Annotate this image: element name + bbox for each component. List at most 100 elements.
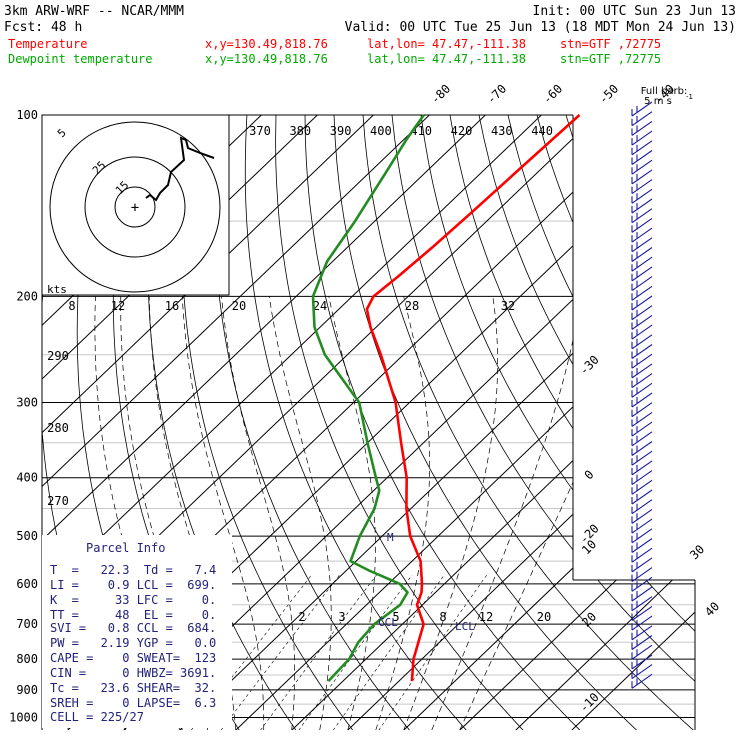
parcel-info-panel: Parcel Info T = 22.3 Td = 7.4 LI = 0.9 L… <box>42 535 232 728</box>
mixing-ratio-line <box>298 574 413 730</box>
wind-barb <box>631 654 653 670</box>
wind-barb <box>631 334 653 350</box>
isotherm-label: -60 <box>540 82 565 107</box>
theta-top-label: 420 <box>451 124 473 138</box>
wind-barb <box>631 421 653 437</box>
mixing-ratio-label-lower: 2 <box>298 610 305 624</box>
mixing-ratio-line <box>378 574 488 730</box>
hodograph-ring <box>49 121 221 293</box>
wind-barb <box>631 402 653 418</box>
barb-legend: Full barb: 5 m s -1 <box>641 86 693 107</box>
wind-barb <box>631 392 653 408</box>
temperature-station: stn=GTF ,72775 <box>560 37 661 51</box>
isotherm-label: -80 <box>428 82 453 107</box>
isotherm-label: 0 <box>582 467 597 482</box>
sounding-profiles: CCL LCL M <box>311 114 581 682</box>
valid-time: Valid: 00 UTC Tue 25 Jun 13 (18 MDT Mon … <box>345 20 736 35</box>
barb-legend-unit-sup: -1 <box>686 93 693 101</box>
dry-adiabat <box>275 115 524 730</box>
dry-adiabat <box>642 115 695 730</box>
pressure-tick-label: 1000 <box>9 711 38 725</box>
dry-adiabat <box>530 115 695 730</box>
isotherm-line <box>347 115 695 730</box>
wind-barb <box>631 557 653 573</box>
hodograph-trace <box>145 136 215 202</box>
hodograph-ring <box>114 186 156 228</box>
pressure-tick-label: 700 <box>16 617 38 631</box>
wind-barb <box>631 508 653 524</box>
wind-barb <box>631 305 653 321</box>
wind-barb <box>631 101 653 117</box>
dry-adiabat <box>213 115 410 730</box>
dewpoint-xy: x,y=130.49,818.76 <box>205 52 328 66</box>
parcel-info-title: Parcel Info <box>86 541 165 555</box>
mixing-ratio-label-upper: 24 <box>313 299 327 313</box>
wind-barb <box>631 596 653 612</box>
barb-legend-value: 5 m s <box>644 96 672 107</box>
parcel-row: T = 22.3 Td = 7.4 <box>50 563 216 577</box>
wind-barb <box>631 489 653 505</box>
isotherm-line <box>235 115 695 730</box>
wind-barb <box>631 635 653 650</box>
wind-barb <box>631 363 653 379</box>
mixing-ratio-line <box>260 574 377 730</box>
lcl-marker: LCL <box>455 620 475 633</box>
mixing-ratio-label-lower: 8 <box>439 610 446 624</box>
wind-barb <box>631 644 653 660</box>
dry-adiabat <box>502 115 695 730</box>
moist-adiabat <box>431 296 581 730</box>
ccl-marker: CCL <box>378 616 398 629</box>
mixing-ratio-label-upper: 12 <box>111 299 125 313</box>
wind-barb <box>631 353 653 369</box>
temperature-profile <box>365 114 581 682</box>
mixing-ratio-label-lower: 12 <box>479 610 493 624</box>
wind-barb <box>631 324 653 340</box>
wind-barb <box>631 528 653 544</box>
wind-barb <box>631 159 653 175</box>
wind-barb <box>631 208 653 224</box>
isotherm-line <box>179 115 695 730</box>
theta-left-label: 270 <box>47 494 69 508</box>
parcel-row: SVI = 0.8 CCL = 684. <box>50 621 216 635</box>
wind-barb <box>631 625 653 641</box>
wind-barb <box>631 382 653 398</box>
parcel-row: CIN = 0 HWBZ= 3691. <box>50 666 216 680</box>
wind-barb <box>631 150 653 165</box>
wind-barb <box>631 547 653 563</box>
parcel-info-background <box>42 535 232 728</box>
moist-adiabat <box>459 296 651 730</box>
wind-barb <box>631 198 653 214</box>
model-title: 3km ARW-WRF -- NCAR/MMM <box>4 4 184 19</box>
isotherm-label: 40 <box>702 599 722 619</box>
dry-adiabat <box>586 115 695 730</box>
mixing-ratio-label-upper: 16 <box>165 299 179 313</box>
dry-adiabat <box>244 115 467 730</box>
hodograph-center: + <box>131 200 139 216</box>
isotherm-label: -10 <box>577 690 602 715</box>
dry-adiabat <box>473 115 695 730</box>
theta-left-label: 290 <box>47 349 69 363</box>
wind-barb <box>631 499 653 515</box>
theta-top-label: 400 <box>370 124 392 138</box>
wind-barb <box>631 567 653 583</box>
isotherm-line <box>42 115 459 730</box>
isotherm-line <box>515 115 695 730</box>
isotherm-line <box>42 115 571 730</box>
mixing-ratio-label-upper: 8 <box>68 299 75 313</box>
pressure-tick-label: 500 <box>16 529 38 543</box>
theta-top-label: 430 <box>491 124 513 138</box>
wind-barb <box>631 217 653 233</box>
isotherm-label: -50 <box>596 82 621 107</box>
header: 3km ARW-WRF -- NCAR/MMM Init: 00 UTC Sun… <box>4 4 736 66</box>
theta-top-label: 440 <box>531 124 553 138</box>
wind-barb <box>631 460 653 476</box>
wind-barb <box>631 411 653 427</box>
isotherm-line <box>42 115 403 730</box>
wind-barb <box>631 169 653 185</box>
dry-adiabat <box>181 115 354 730</box>
hodograph-ring <box>84 156 186 258</box>
dry-adiabat <box>304 115 581 730</box>
parcel-row: K = 33 LFC = 0. <box>50 593 216 607</box>
isotherm-line <box>459 115 695 730</box>
mixing-ratio-label-upper: 20 <box>232 299 246 313</box>
